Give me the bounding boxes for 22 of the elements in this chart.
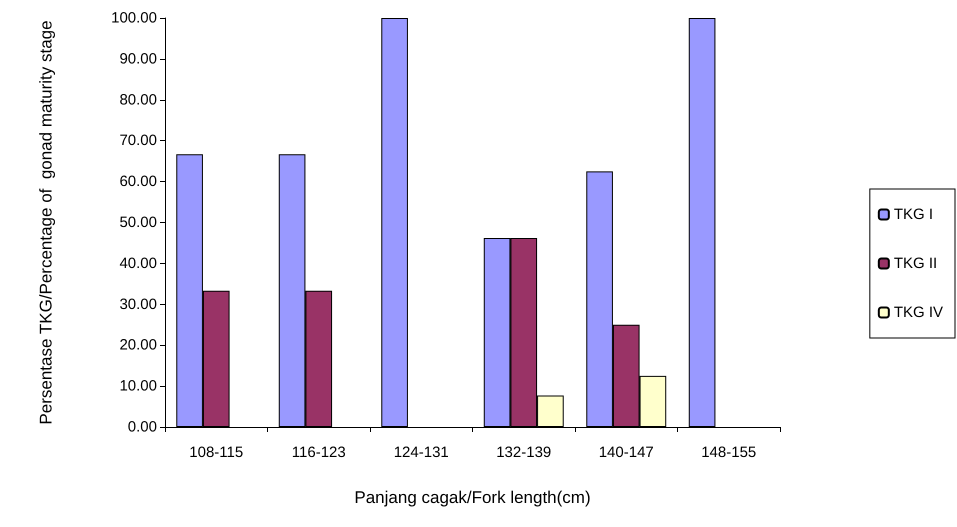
y-tick-label: 30.00 [119, 296, 157, 313]
legend-label: TKG I [894, 206, 933, 223]
y-tick-label: 100.00 [111, 10, 157, 26]
legend-label: TKG IV [894, 304, 944, 321]
y-tick-label: 60.00 [119, 173, 157, 190]
x-tick-label: 108-115 [189, 444, 244, 461]
x-tick-label: 132-139 [496, 444, 552, 461]
y-tick-label: 50.00 [119, 214, 157, 231]
y-axis-title: Persentase TKG/Percentage of gonad maturity stage [36, 20, 56, 425]
y-tick-label: 20.00 [119, 336, 157, 354]
x-tick-label: 116-123 [292, 444, 346, 461]
legend-label: TKG II [894, 255, 938, 272]
y-tick-label: 0.00 [128, 418, 157, 436]
x-tick-label: 140-147 [598, 444, 654, 461]
y-tick-label: 80.00 [119, 91, 157, 108]
y-tick-label: 40.00 [119, 254, 157, 272]
x-axis-title: Panjang cagak/Fork length(cm) [354, 488, 591, 507]
y-tick-label: 70.00 [119, 132, 157, 150]
y-tick-label: 10.00 [119, 378, 157, 395]
y-tick-label: 90.00 [119, 50, 157, 68]
x-tick-label: 124-131 [394, 444, 449, 461]
x-tick-label: 148-155 [701, 444, 756, 461]
